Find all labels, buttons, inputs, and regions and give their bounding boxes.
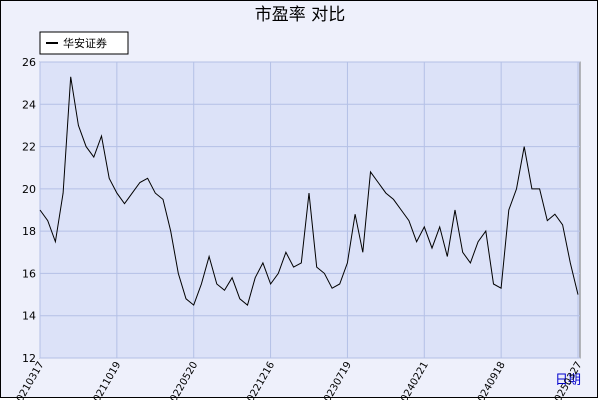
y-tick-label: 12 [22,352,36,365]
x-axis-label: 日期 [555,373,581,388]
y-tick-label: 16 [22,267,36,280]
legend-box [39,31,129,55]
y-tick-label: 18 [22,225,36,238]
y-tick-label: 24 [22,98,36,111]
series-line [39,76,579,306]
y-tick-label: 20 [22,183,36,196]
legend-label: 华安证券 [63,36,107,50]
chart-title: 市盈率 对比 [255,5,345,25]
y-tick-label: 14 [22,310,36,323]
legend: 华安证券 [39,31,129,55]
plot-area [39,61,581,359]
y-tick-label: 22 [22,141,36,154]
y-tick-label: 26 [22,56,36,69]
